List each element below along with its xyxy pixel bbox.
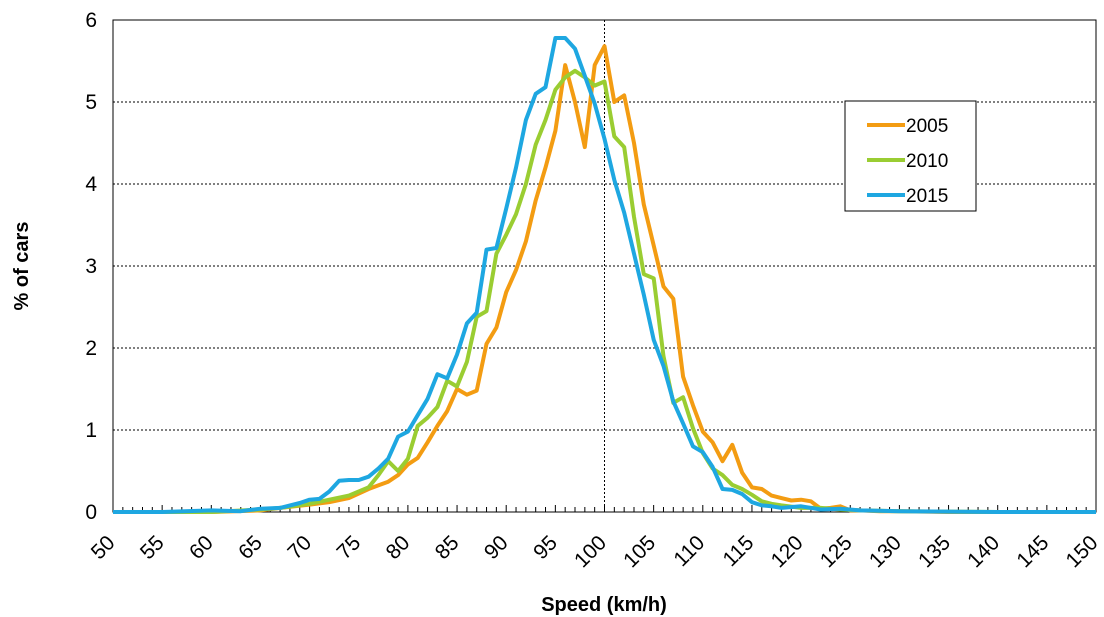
x-tick-label: 145 (1012, 531, 1053, 572)
y-tick-label: 1 (85, 419, 97, 442)
x-tick-label: 140 (963, 531, 1004, 572)
legend-label: 2015 (906, 186, 948, 207)
x-tick-label: 80 (382, 531, 415, 564)
x-tick-label: 85 (431, 531, 464, 564)
y-axis-tick-labels: 0 1 2 3 4 5 6 (85, 9, 97, 524)
x-tick-label: 60 (185, 531, 218, 564)
x-tick-label: 75 (333, 531, 366, 564)
x-tick-label: 135 (914, 531, 955, 572)
x-tick-label: 90 (480, 531, 513, 564)
x-tick-label: 115 (719, 531, 759, 571)
gridlines (113, 20, 1096, 512)
x-tick-label: 95 (529, 531, 562, 564)
y-tick-label: 0 (85, 501, 97, 524)
y-axis-title: % of cars (11, 222, 33, 311)
x-tick-label: 105 (619, 531, 660, 572)
legend-box (844, 100, 977, 212)
series-line-2010 (113, 68, 1096, 514)
legend-label: 2005 (906, 116, 948, 137)
legend-label: 2010 (906, 151, 948, 172)
x-tick-label: 150 (1061, 531, 1102, 572)
x-tick-label: 70 (283, 531, 316, 564)
x-tick-label: 110 (669, 531, 709, 571)
x-axis-title: Speed (km/h) (541, 594, 667, 616)
x-axis-tick-labels: 50 55 60 65 70 75 80 85 90 95 100 105 110 115 120 125 13… (87, 531, 1103, 572)
x-tick-label: 100 (570, 531, 611, 572)
x-tick-label: 130 (865, 531, 906, 572)
series-line-2005 (113, 44, 1096, 514)
x-tick-label: 125 (816, 531, 857, 572)
y-tick-label: 2 (85, 337, 97, 360)
x-tick-label: 55 (136, 531, 169, 564)
y-tick-label: 4 (85, 173, 97, 196)
legend: 2005 2010 2015 (844, 100, 977, 212)
x-tick-label: 50 (87, 531, 120, 564)
x-tick-label: 120 (767, 531, 808, 572)
y-tick-label: 6 (85, 9, 97, 32)
x-tick-label: 65 (234, 531, 267, 564)
series-lines (113, 36, 1096, 514)
y-tick-label: 3 (85, 255, 97, 278)
y-tick-label: 5 (85, 91, 97, 114)
series-line-2015 (113, 36, 1096, 514)
